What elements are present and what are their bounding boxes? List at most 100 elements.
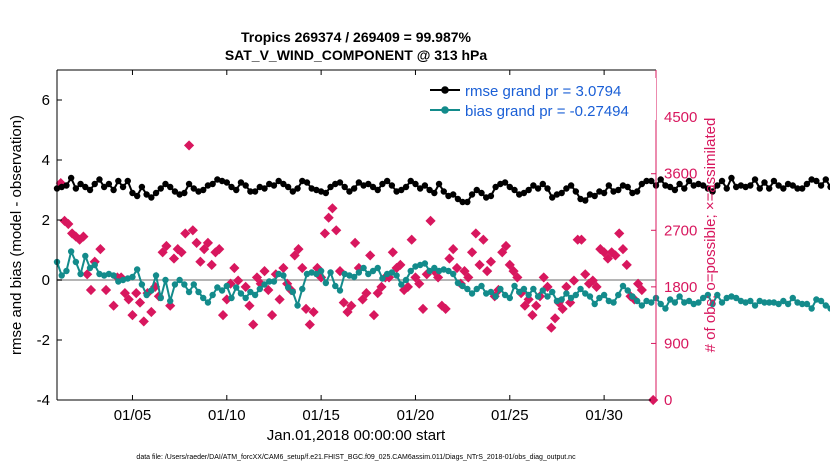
bias-point	[596, 294, 603, 302]
bias-point	[233, 284, 240, 291]
bias-point	[648, 299, 655, 306]
obs-count-marker	[187, 225, 198, 236]
chart-subtitle: SAT_V_WIND_COMPONENT @ 313 hPa	[225, 47, 488, 63]
obs-count-marker	[395, 259, 406, 270]
bias-point	[284, 284, 292, 291]
obs-count-marker-shape	[368, 310, 380, 321]
bias-point	[567, 294, 575, 302]
rmse-point	[270, 182, 278, 189]
bias-point	[487, 288, 495, 296]
obs-count-marker	[338, 297, 349, 308]
bias-point	[426, 267, 433, 275]
bias-point	[751, 302, 759, 309]
bias-point	[166, 297, 174, 305]
x-tick-label: 01/05	[114, 407, 152, 424]
obs-count-marker-shape	[319, 228, 330, 239]
rmse-point	[506, 183, 513, 191]
bias-point	[360, 264, 367, 272]
bias-point	[209, 291, 216, 299]
bias-point	[336, 287, 344, 294]
bias-point	[77, 270, 84, 278]
obs-count-marker-shape	[308, 306, 319, 318]
rmse-point	[478, 189, 485, 197]
rmse-point	[379, 180, 386, 188]
bias-point	[582, 290, 589, 297]
rmse-point	[799, 185, 806, 192]
bias-point	[251, 291, 259, 299]
legend: rmse grand pr = 3.0794 bias grand pr = -…	[424, 78, 656, 120]
obs-count-marker	[474, 259, 485, 270]
obs-count-marker	[500, 240, 512, 252]
bias-point	[133, 266, 141, 273]
bias-point	[402, 276, 410, 284]
obs-count-marker	[482, 266, 493, 277]
obs-count-marker-shape	[474, 259, 485, 270]
bias-point	[657, 300, 664, 308]
obs-count-marker-shape	[440, 303, 451, 314]
rmse-point	[209, 180, 216, 188]
bias-point	[530, 285, 537, 293]
bias-point	[322, 279, 330, 287]
bias-point	[449, 270, 457, 278]
bias-point	[350, 273, 358, 281]
y-axis-label-right: # of obs: o=possible; ×=assimilated	[702, 118, 719, 353]
bias-point	[784, 300, 792, 308]
bias-point	[563, 290, 570, 297]
bias-point	[619, 282, 627, 290]
bias-point	[799, 300, 806, 308]
data-file-footnote: data file: /Users/raeder/DAI/ATM_forcXX/…	[136, 454, 576, 461]
bias-point	[72, 258, 80, 266]
obs-count-marker-shape	[274, 294, 285, 305]
rmse-point	[251, 188, 259, 195]
bias-point	[591, 300, 598, 308]
bias-point	[313, 270, 320, 278]
bias-point	[615, 291, 622, 299]
chart-title: Tropics 269374 / 269409 = 99.987%	[241, 29, 472, 45]
rmse-point	[643, 177, 650, 185]
bias-point	[666, 296, 674, 303]
obs-count-marker-shape	[168, 253, 180, 264]
obs-count-marker	[451, 262, 463, 274]
bias-point	[478, 282, 485, 290]
rmse-point	[355, 179, 363, 186]
bias-point	[676, 293, 683, 300]
obs-count-marker	[100, 284, 112, 296]
rmse-point	[162, 180, 169, 188]
obs-count-marker	[308, 306, 319, 318]
rmse-point	[294, 185, 301, 192]
bias-point	[662, 305, 669, 312]
rmse-point	[350, 185, 358, 192]
bias-point	[67, 248, 75, 255]
obs-count-marker-shape	[500, 240, 512, 252]
obs-count-marker	[546, 322, 557, 333]
bias-point	[549, 288, 556, 296]
rmse-point	[454, 195, 462, 203]
rmse-point	[133, 192, 141, 200]
bias-point	[289, 288, 297, 296]
bias-point	[577, 285, 584, 293]
obs-count-marker-shape	[191, 237, 202, 248]
rmse-point	[416, 185, 424, 192]
bias-point	[157, 294, 164, 302]
rmse-point	[563, 185, 570, 192]
rmse-point	[468, 191, 476, 198]
bias-point	[671, 299, 679, 306]
bias-point	[214, 284, 221, 291]
bias-point	[185, 288, 193, 296]
rmse-point	[388, 182, 396, 189]
rmse-point	[289, 188, 297, 195]
rmse-point	[464, 198, 471, 206]
rmse-point	[704, 185, 712, 192]
bias-point	[775, 300, 782, 308]
bias-point	[747, 297, 754, 305]
obs-count-marker	[402, 281, 414, 292]
rmse-point	[96, 176, 103, 183]
obs-count-marker	[202, 237, 214, 248]
bias-point	[176, 276, 183, 284]
obs-count-marker	[240, 281, 251, 292]
bias-point	[827, 305, 830, 312]
obs-count-marker	[527, 310, 538, 321]
y2-tick-label: 0	[664, 392, 672, 409]
bias-point	[58, 272, 65, 279]
obs-count-marker-shape	[240, 281, 251, 292]
